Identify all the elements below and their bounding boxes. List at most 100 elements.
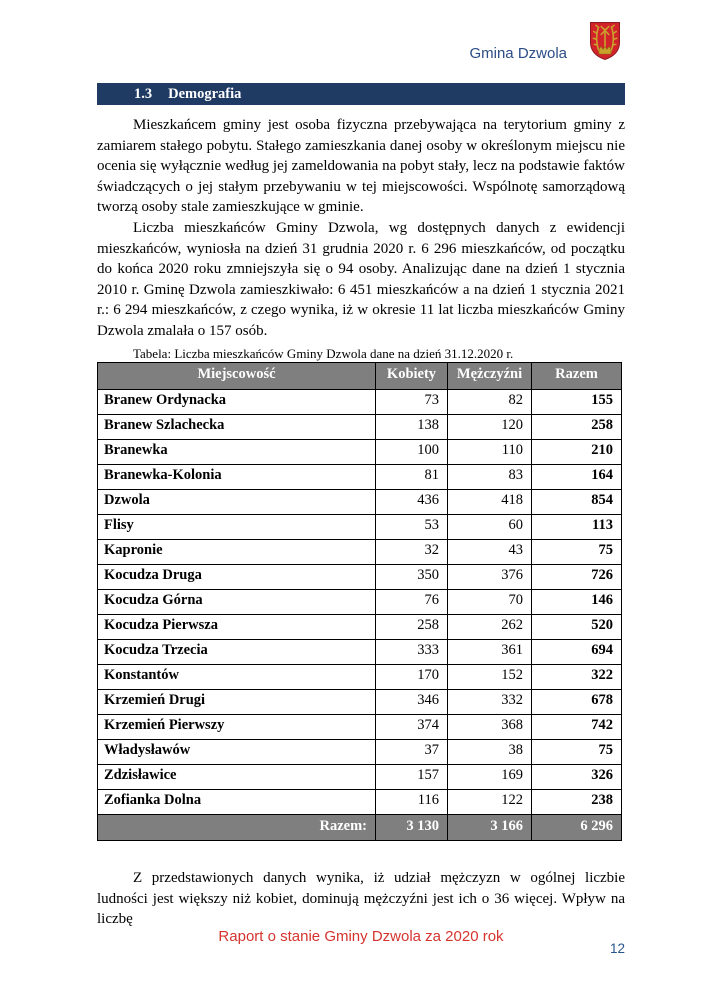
cell-miejscowosc: Zdzisławice: [97, 764, 376, 790]
cell-razem: 258: [531, 414, 622, 440]
section-heading: 1.3 Demografia: [97, 83, 625, 105]
table-row: Krzemień Pierwszy 374 368 742: [97, 714, 622, 740]
cell-kobiety: 138: [375, 414, 448, 440]
total-label: Razem:: [97, 814, 376, 841]
cell-mezczyzni: 60: [447, 514, 532, 540]
cell-miejscowosc: Kocudza Pierwsza: [97, 614, 376, 640]
body-paragraphs: Mieszkańcem gminy jest osoba fizyczna pr…: [97, 115, 625, 342]
cell-kobiety: 116: [375, 789, 448, 815]
table-total-row: Razem: 3 130 3 166 6 296: [97, 814, 622, 841]
section-title: Demografia: [168, 86, 242, 102]
cell-miejscowosc: Kocudza Druga: [97, 564, 376, 590]
cell-mezczyzni: 122: [447, 789, 532, 815]
cell-kobiety: 170: [375, 664, 448, 690]
col-header-miejscowosc: Miejscowość: [97, 362, 376, 390]
cell-mezczyzni: 110: [447, 439, 532, 465]
cell-kobiety: 346: [375, 689, 448, 715]
paragraph-3: Z przedstawionych danych wynika, iż udzi…: [97, 870, 625, 928]
cell-razem: 854: [531, 489, 622, 515]
cell-mezczyzni: 82: [447, 389, 532, 415]
cell-razem: 322: [531, 664, 622, 690]
cell-razem: 113: [531, 514, 622, 540]
cell-razem: 694: [531, 639, 622, 665]
table-row: Flisy 53 60 113: [97, 514, 622, 540]
cell-kobiety: 53: [375, 514, 448, 540]
cell-razem: 75: [531, 739, 622, 765]
cell-kobiety: 350: [375, 564, 448, 590]
cell-kobiety: 76: [375, 589, 448, 615]
cell-razem: 742: [531, 714, 622, 740]
cell-mezczyzni: 368: [447, 714, 532, 740]
table-row: Krzemień Drugi 346 332 678: [97, 689, 622, 715]
section-number: 1.3: [134, 86, 153, 102]
cell-miejscowosc: Branewka-Kolonia: [97, 464, 376, 490]
cell-mezczyzni: 83: [447, 464, 532, 490]
table-row: Kocudza Górna 76 70 146: [97, 589, 622, 615]
coat-of-arms-icon: [589, 21, 621, 61]
cell-miejscowosc: Branew Szlachecka: [97, 414, 376, 440]
cell-mezczyzni: 120: [447, 414, 532, 440]
cell-miejscowosc: Kocudza Trzecia: [97, 639, 376, 665]
cell-kobiety: 258: [375, 614, 448, 640]
col-header-razem: Razem: [531, 362, 622, 390]
table-row: Kocudza Druga 350 376 726: [97, 564, 622, 590]
cell-miejscowosc: Branew Ordynacka: [97, 389, 376, 415]
cell-miejscowosc: Dzwola: [97, 489, 376, 515]
table-row: Branew Ordynacka 73 82 155: [97, 389, 622, 415]
table-body: Branew Ordynacka 73 82 155 Branew Szlachecka…: [97, 389, 622, 815]
cell-mezczyzni: 332: [447, 689, 532, 715]
total-kobiety: 3 130: [375, 814, 448, 841]
cell-kobiety: 157: [375, 764, 448, 790]
cell-razem: 520: [531, 614, 622, 640]
cell-mezczyzni: 70: [447, 589, 532, 615]
cell-mezczyzni: 169: [447, 764, 532, 790]
cell-kobiety: 333: [375, 639, 448, 665]
paragraph-2: Liczba mieszkańców Gminy Dzwola, wg dost…: [97, 219, 625, 339]
cell-miejscowosc: Kapronie: [97, 539, 376, 565]
table-row: Dzwola 436 418 854: [97, 489, 622, 515]
cell-kobiety: 100: [375, 439, 448, 465]
cell-mezczyzni: 361: [447, 639, 532, 665]
cell-miejscowosc: Krzemień Pierwszy: [97, 714, 376, 740]
cell-miejscowosc: Zofianka Dolna: [97, 789, 376, 815]
cell-miejscowosc: Krzemień Drugi: [97, 689, 376, 715]
paragraph-1: Mieszkańcem gminy jest osoba fizyczna pr…: [97, 117, 625, 216]
cell-razem: 75: [531, 539, 622, 565]
table-row: Konstantów 170 152 322: [97, 664, 622, 690]
cell-miejscowosc: Flisy: [97, 514, 376, 540]
table-row: Branewka-Kolonia 81 83 164: [97, 464, 622, 490]
page-number: 12: [609, 941, 625, 956]
cell-mezczyzni: 152: [447, 664, 532, 690]
cell-mezczyzni: 262: [447, 614, 532, 640]
table-row: Branew Szlachecka 138 120 258: [97, 414, 622, 440]
cell-kobiety: 374: [375, 714, 448, 740]
total-razem: 6 296: [531, 814, 622, 841]
cell-miejscowosc: Kocudza Górna: [97, 589, 376, 615]
table-row: Zdzisławice 157 169 326: [97, 764, 622, 790]
table-row: Branewka 100 110 210: [97, 439, 622, 465]
cell-razem: 326: [531, 764, 622, 790]
cell-razem: 238: [531, 789, 622, 815]
table-row: Kocudza Pierwsza 258 262 520: [97, 614, 622, 640]
cell-razem: 726: [531, 564, 622, 590]
cell-miejscowosc: Konstantów: [97, 664, 376, 690]
table-row: Kocudza Trzecia 333 361 694: [97, 639, 622, 665]
cell-mezczyzni: 376: [447, 564, 532, 590]
cell-mezczyzni: 43: [447, 539, 532, 565]
table-caption: Tabela: Liczba mieszkańców Gminy Dzwola …: [133, 346, 514, 361]
municipality-name: Gmina Dzwola: [469, 45, 567, 62]
table-header-row: Miejscowość Kobiety Mężczyźni Razem: [97, 362, 622, 390]
cell-kobiety: 32: [375, 539, 448, 565]
cell-razem: 164: [531, 464, 622, 490]
table-row: Kapronie 32 43 75: [97, 539, 622, 565]
table-row: Zofianka Dolna 116 122 238: [97, 789, 622, 815]
cell-kobiety: 73: [375, 389, 448, 415]
cell-kobiety: 436: [375, 489, 448, 515]
cell-razem: 146: [531, 589, 622, 615]
footer-report-title: Raport o stanie Gminy Dzwola za 2020 rok: [218, 928, 504, 945]
cell-razem: 210: [531, 439, 622, 465]
cell-miejscowosc: Władysławów: [97, 739, 376, 765]
table-row: Władysławów 37 38 75: [97, 739, 622, 765]
cell-razem: 678: [531, 689, 622, 715]
